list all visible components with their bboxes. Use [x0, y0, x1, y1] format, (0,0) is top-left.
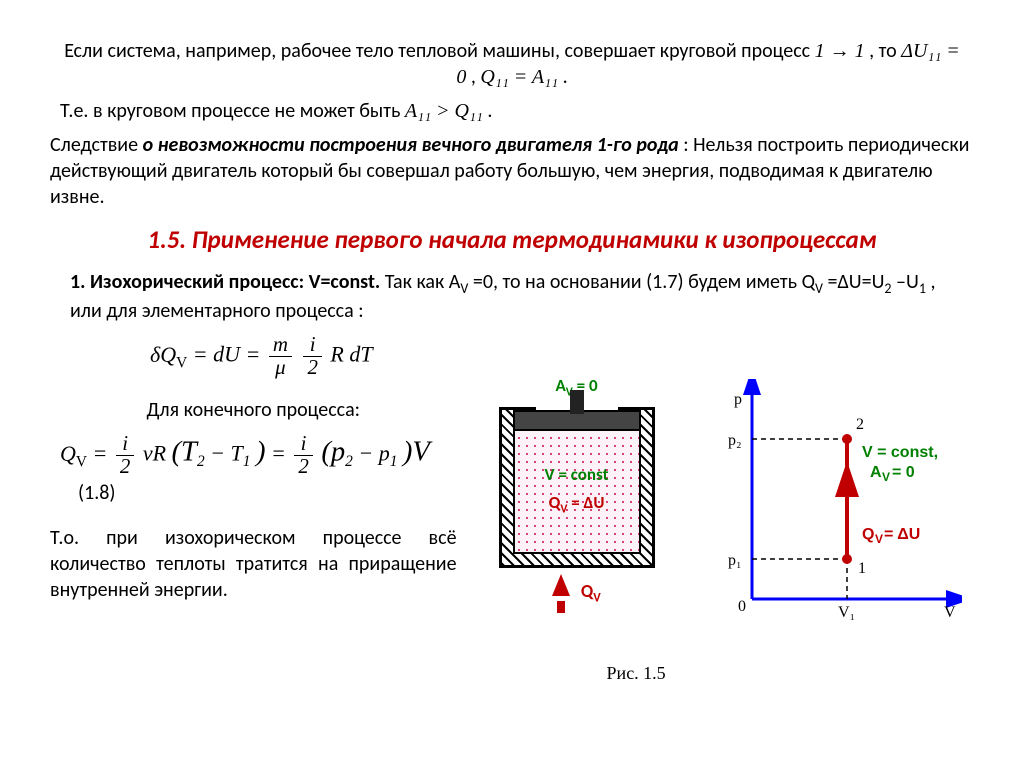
t: − T: [210, 441, 243, 466]
sub: 2: [197, 453, 205, 470]
t: A: [555, 375, 565, 396]
math: 1 → 1: [815, 40, 865, 62]
t: Q: [549, 492, 561, 513]
text: Следствие: [50, 133, 143, 157]
t: ): [256, 437, 266, 468]
svg-text:V₁: V₁: [838, 604, 855, 621]
pv-graph: p V 0 p₂ p₁ V₁ 2 1 V = const, A V = 0 Q …: [712, 379, 962, 639]
t: νR: [143, 441, 166, 466]
svg-text:V = const,: V = const,: [862, 444, 938, 461]
den: 2: [303, 357, 321, 379]
text: , то: [869, 39, 901, 63]
t: = dU =: [193, 342, 266, 367]
text: –U: [896, 270, 919, 294]
text: Т.е. в круговом процессе не может быть: [60, 99, 405, 123]
figure-row: Для конечного процесса: QV = i2 νR (T2 −…: [50, 389, 974, 679]
paragraph-5: Для конечного процесса:: [50, 397, 457, 423]
sub: V: [76, 453, 87, 470]
svg-text:p₁: p₁: [728, 552, 742, 569]
paragraph-3: Следствие о невозможности построения веч…: [50, 132, 974, 210]
sub: V: [593, 591, 600, 606]
svg-text:V: V: [882, 470, 890, 484]
formula-1: δQV = dU = mμ i2 R dT: [150, 334, 974, 379]
t: Q: [60, 441, 76, 466]
cylinder-figure: AV = 0 V = const QV = ΔU QV: [487, 375, 667, 613]
num: i: [303, 334, 321, 357]
label: V = const: [515, 464, 639, 486]
num: i: [116, 433, 134, 456]
section-title: 1.5. Применение первого начала термодина…: [50, 224, 974, 255]
t: − p: [358, 441, 389, 466]
den: 2: [294, 456, 312, 478]
paragraph-6: Т.о. при изохорическом процессе всё коли…: [50, 525, 457, 603]
text: ,: [471, 65, 481, 89]
text: .: [487, 99, 492, 123]
svg-text:V: V: [875, 532, 883, 546]
figure-caption: Рис. 1.5: [607, 662, 666, 685]
eq-num: (1.8): [78, 481, 115, 505]
formula-2: QV = i2 νR (T2 − T1 ) = i2 (p2 − p1 )V (…: [60, 433, 457, 506]
svg-text:V: V: [944, 604, 956, 621]
sub: V: [460, 280, 468, 297]
bold: 1. Изохорический процесс: V=const.: [70, 270, 380, 294]
den: 2: [116, 456, 134, 478]
sub: 2: [345, 453, 353, 470]
svg-text:p: p: [734, 391, 742, 408]
math: Q₁₁ = A₁₁: [480, 66, 558, 88]
sub: 1: [919, 280, 926, 297]
svg-text:Q: Q: [862, 526, 874, 543]
svg-text:2: 2: [856, 416, 864, 433]
svg-text:0: 0: [738, 598, 746, 615]
sub: 1: [243, 453, 251, 470]
paragraph-1: Если система, например, рабочее тело теп…: [50, 38, 974, 90]
t: )V: [403, 437, 430, 468]
svg-text:= ΔU: = ΔU: [884, 526, 920, 543]
svg-text:= 0: = 0: [892, 464, 915, 481]
t: (T: [172, 437, 197, 468]
svg-text:1: 1: [858, 560, 866, 577]
sub: V: [815, 280, 823, 297]
math: A₁₁ > Q₁₁: [405, 100, 483, 122]
t: =: [271, 441, 291, 466]
t: = ΔU: [567, 492, 604, 513]
paragraph-4: 1. Изохорический процесс: V=const. Так к…: [50, 269, 974, 324]
t: Q: [581, 580, 593, 602]
bold-text: о невозможности построения вечного двига…: [143, 133, 679, 157]
text: Если система, например, рабочее тело теп…: [64, 39, 814, 63]
paragraph-2: Т.е. в круговом процессе не может быть A…: [60, 98, 974, 124]
sub: 1: [390, 453, 398, 470]
num: i: [294, 433, 312, 456]
text: .: [563, 65, 568, 89]
t: δQ: [150, 342, 176, 367]
text: =0, то на основании (1.7) будем иметь Q: [473, 270, 815, 294]
num: m: [269, 334, 292, 357]
svg-text:p₂: p₂: [728, 432, 742, 449]
t: =: [93, 441, 113, 466]
text: =ΔU=U: [828, 270, 885, 294]
den: μ: [269, 357, 292, 379]
t: R dT: [330, 342, 372, 367]
svg-text:A: A: [870, 464, 882, 481]
sub: 2: [884, 280, 891, 297]
sub: V: [176, 354, 187, 371]
text: Так как A: [385, 270, 461, 294]
t: (p: [321, 437, 345, 468]
